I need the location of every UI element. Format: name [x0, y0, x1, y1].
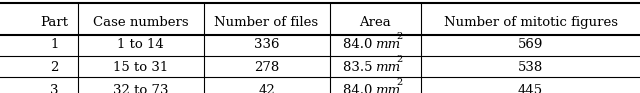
Text: 569: 569	[518, 38, 543, 51]
Text: 2: 2	[397, 78, 403, 87]
Text: 445: 445	[518, 84, 543, 93]
Text: Case numbers: Case numbers	[93, 16, 189, 29]
Text: 42: 42	[258, 84, 275, 93]
Text: 1 to 14: 1 to 14	[117, 38, 164, 51]
Text: mm: mm	[375, 61, 401, 74]
Text: 84.0: 84.0	[344, 38, 375, 51]
Text: mm: mm	[375, 38, 401, 51]
Text: 336: 336	[254, 38, 279, 51]
Text: 538: 538	[518, 61, 543, 74]
Text: 1: 1	[50, 38, 59, 51]
Text: mm: mm	[375, 84, 401, 93]
Text: 3: 3	[50, 84, 59, 93]
Text: 15 to 31: 15 to 31	[113, 61, 168, 74]
Text: Number of mitotic figures: Number of mitotic figures	[444, 16, 618, 29]
Text: 2: 2	[50, 61, 59, 74]
Text: 83.5: 83.5	[343, 61, 375, 74]
Text: 278: 278	[254, 61, 279, 74]
Text: 32 to 73: 32 to 73	[113, 84, 168, 93]
Text: 2: 2	[397, 32, 403, 41]
Text: 84.0: 84.0	[344, 84, 375, 93]
Text: Part: Part	[40, 16, 68, 29]
Text: Number of files: Number of files	[214, 16, 319, 29]
Text: 2: 2	[397, 56, 403, 64]
Text: Area: Area	[360, 16, 391, 29]
